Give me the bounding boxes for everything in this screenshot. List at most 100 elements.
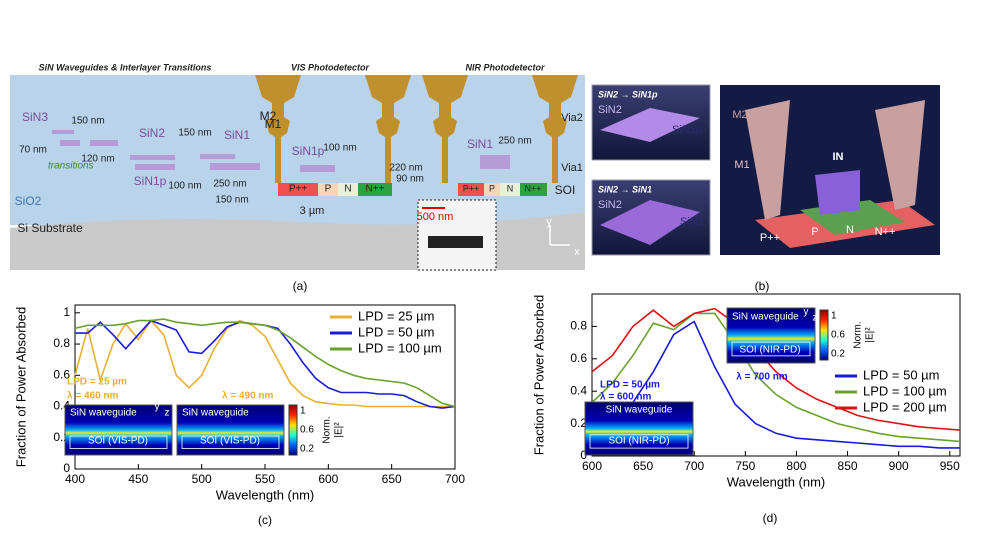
x-tick-label: 450 (128, 472, 148, 486)
annotation: z (813, 313, 818, 324)
field-inset (176, 404, 285, 456)
waveguide (600, 200, 700, 245)
diagram-label: 3 µm (300, 205, 325, 217)
panel-caption: (a) (293, 279, 308, 293)
y-axis-label: Fraction of Power Absorbed (531, 295, 546, 455)
colorbar (819, 309, 829, 361)
annotation: SOI (NIR-PD) (608, 436, 669, 447)
annotation: λ = 490 nm (222, 391, 274, 402)
annotation: λ = 700 nm (736, 372, 788, 383)
colorbar-tick: 0.6 (300, 425, 314, 436)
diagram-label: 70 nm (19, 145, 47, 156)
colorbar-tick: 1 (300, 406, 306, 417)
diagram-label: SiN1 (680, 216, 704, 228)
diagram-label: x (574, 246, 580, 258)
annotation: SiN waveguide (606, 405, 673, 416)
x-tick-label: 650 (633, 459, 653, 473)
y-tick-label: 0.8 (53, 336, 70, 350)
y-tick-label: 1 (63, 305, 70, 319)
diagram-label: 120 nm (81, 154, 114, 165)
x-axis-label: Wavelength (nm) (727, 474, 826, 489)
colorbar-label: Norm. (322, 416, 333, 443)
annotation: z (165, 408, 170, 419)
colorbar-tick: 0.2 (831, 349, 845, 360)
legend-label: LPD = 50 µm (863, 367, 940, 382)
diagram-label: N++ (524, 183, 541, 193)
diagram-label: NIR Photodetector (465, 62, 544, 72)
plot-frame (591, 293, 961, 457)
legend-label: LPD = 25 µm (358, 308, 435, 323)
series-line (591, 312, 961, 443)
diagram-label: SiN Waveguides & Interlayer Transitions (39, 62, 212, 72)
diagram-label: 150 nm (215, 195, 248, 206)
diagram-label: SOI (555, 183, 576, 197)
x-tick-label: 650 (382, 472, 402, 486)
diagram-label: IN (833, 151, 844, 163)
diagram-label: SiN2 (598, 199, 622, 211)
colorbar-label: Norm. (853, 321, 864, 348)
diagram-label: N (344, 184, 351, 195)
field-inset (584, 401, 694, 456)
y-tick-label: 0.6 (53, 367, 70, 381)
diagram-label: 90 nm (396, 174, 424, 185)
axes-icon (549, 225, 570, 246)
diagram-label: M2 (732, 109, 747, 121)
annotation: SOI (NIR-PD) (739, 345, 800, 356)
y-tick-label: 0.2 (570, 416, 587, 430)
diagram-label: N++ (875, 226, 896, 238)
y-tick-label: 0 (63, 461, 70, 475)
annotation: λ = 600 nm (600, 392, 652, 403)
x-tick-label: 600 (318, 472, 338, 486)
diagram-label: SiN1p (134, 174, 167, 188)
diagram-label: SiO2 (15, 194, 42, 208)
diagram-label: M1 (734, 159, 749, 171)
waveguide (600, 108, 700, 142)
panel-caption: (b) (755, 279, 770, 293)
diagram-label: N (846, 224, 854, 236)
sem-image (428, 236, 483, 248)
metal-3d (875, 100, 925, 210)
y-tick-label: 0.4 (570, 383, 587, 397)
y-axis-label: Fraction of Power Absorbed (13, 307, 28, 467)
diagram-label: 100 nm (323, 143, 356, 154)
diagram-label: P++ (289, 184, 308, 195)
field-inset (64, 404, 173, 456)
x-tick-label: 550 (255, 472, 275, 486)
diagram-label: P++ (463, 183, 480, 193)
diagram-label: 250 nm (498, 136, 531, 147)
annotation: LPD = 25 µm (67, 377, 127, 388)
diagram-label: SiN1p (672, 124, 702, 136)
diagram-label: N++ (366, 184, 385, 195)
diagram-label: 250 nm (213, 179, 246, 190)
x-tick-label: 800 (786, 459, 806, 473)
colorbar-label: |E|² (865, 327, 876, 343)
waveguide-3d (815, 170, 860, 215)
colorbar-tick: 0.2 (300, 444, 314, 455)
metal-via (532, 75, 578, 183)
colorbar-tick: 1 (831, 311, 837, 322)
diagram-label: y (546, 216, 552, 228)
doped-regions (278, 183, 547, 196)
diagram-label: VIS Photodetector (291, 62, 370, 72)
diagram-label: SiN3 (22, 110, 48, 124)
sin-layers (52, 130, 510, 172)
x-tick-label: 900 (889, 459, 909, 473)
diagram-label: SiN2 → SiN1 (598, 184, 652, 194)
annotation: λ = 460 nm (67, 391, 119, 402)
metal-via (255, 75, 301, 183)
diagram-label: 150 nm (178, 128, 211, 139)
x-tick-label: 950 (940, 459, 960, 473)
diagram-label: SiN2 (598, 104, 622, 116)
series-line (74, 318, 456, 408)
field-inset (726, 307, 816, 364)
diagram-label: SiN2 (139, 126, 165, 140)
legend-label: LPD = 100 µm (863, 383, 947, 398)
diagram-label: SiN1p (292, 144, 325, 158)
diagram-label: M2 (260, 109, 277, 123)
annotation: y (804, 307, 809, 318)
x-tick-label: 700 (684, 459, 704, 473)
colorbar (288, 404, 298, 456)
x-tick-label: 400 (65, 472, 85, 486)
x-tick-label: 850 (838, 459, 858, 473)
legend-label: LPD = 100 µm (358, 340, 442, 355)
